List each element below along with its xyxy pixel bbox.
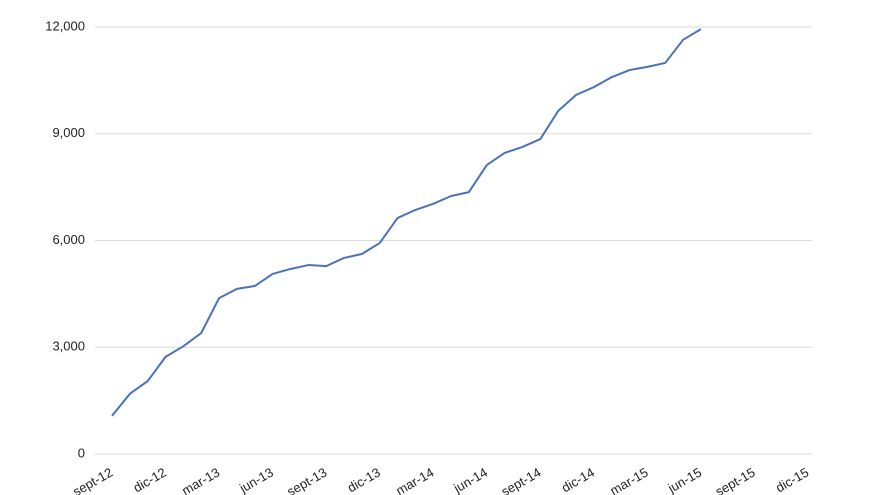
x-tick-label: dic-15 <box>773 465 811 495</box>
x-tick-label: jun-13 <box>236 465 276 495</box>
x-tick-label: dic-13 <box>345 465 383 495</box>
x-tick-label: mar-13 <box>179 465 222 495</box>
x-tick-label: mar-15 <box>607 465 650 495</box>
x-tick-label: sept-12 <box>70 465 115 495</box>
y-tick-label: 0 <box>78 445 85 460</box>
x-tick-label: jun-14 <box>450 465 490 495</box>
y-tick-label: 9,000 <box>52 125 85 140</box>
x-tick-label: mar-14 <box>393 465 436 495</box>
y-tick-label: 12,000 <box>45 18 85 33</box>
x-tick-label: jun-15 <box>664 465 704 495</box>
x-tick-label: dic-12 <box>131 465 169 495</box>
x-tick-label: dic-14 <box>559 465 597 495</box>
data-line <box>111 28 702 417</box>
x-tick-label: sept-13 <box>284 465 329 495</box>
x-tick-label: sept-15 <box>713 465 758 495</box>
y-tick-label: 3,000 <box>52 339 85 354</box>
x-tick-label: sept-14 <box>498 465 543 495</box>
y-tick-label: 6,000 <box>52 232 85 247</box>
